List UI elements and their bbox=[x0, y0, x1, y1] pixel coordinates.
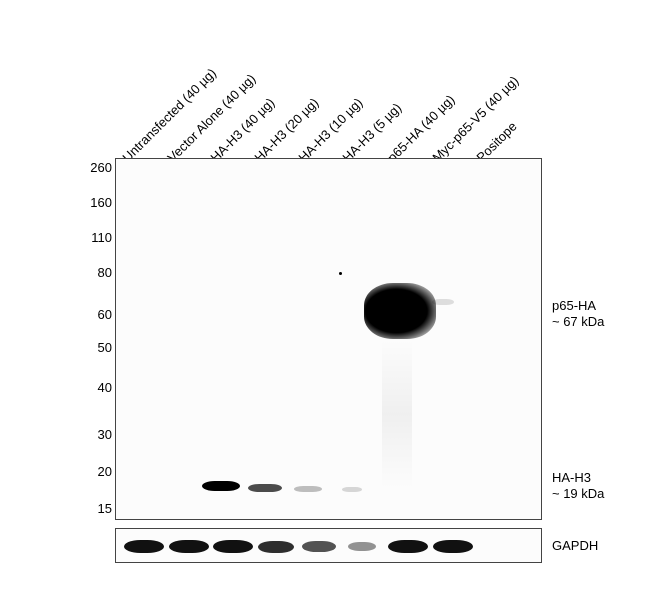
gapdh-band bbox=[169, 540, 209, 553]
right-label-p65-sub: ~ 67 kDa bbox=[552, 314, 604, 329]
mw-marker: 20 bbox=[78, 464, 112, 479]
mw-marker: 30 bbox=[78, 427, 112, 442]
band-myc-p65-v5-faint bbox=[432, 299, 454, 305]
gapdh-band bbox=[213, 540, 253, 553]
gapdh-band bbox=[258, 541, 294, 553]
right-label-gapdh: GAPDH bbox=[552, 538, 598, 554]
gapdh-band bbox=[302, 541, 336, 552]
gapdh-band bbox=[433, 540, 473, 553]
band-ha-h3-10 bbox=[294, 486, 322, 492]
gapdh-band bbox=[124, 540, 164, 553]
mw-marker: 260 bbox=[78, 160, 112, 175]
mw-marker: 110 bbox=[78, 230, 112, 245]
right-label-p65-text: p65-HA bbox=[552, 298, 596, 313]
right-label-p65: p65-HA ~ 67 kDa bbox=[552, 298, 604, 331]
gapdh-band bbox=[348, 542, 376, 551]
gapdh-band bbox=[388, 540, 428, 553]
gapdh-blot bbox=[115, 528, 542, 563]
mw-marker: 80 bbox=[78, 265, 112, 280]
right-label-hah3: HA-H3 ~ 19 kDa bbox=[552, 470, 604, 503]
mw-marker: 60 bbox=[78, 307, 112, 322]
figure-container: Untransfected (40 µg) Vector Alone (40 µ… bbox=[0, 0, 650, 609]
mw-marker: 50 bbox=[78, 340, 112, 355]
right-label-gapdh-text: GAPDH bbox=[552, 538, 598, 553]
main-blot bbox=[115, 158, 542, 520]
mw-marker: 160 bbox=[78, 195, 112, 210]
smear bbox=[382, 339, 412, 489]
band-ha-h3-5 bbox=[342, 487, 362, 492]
mw-marker: 40 bbox=[78, 380, 112, 395]
artifact-speck bbox=[339, 272, 342, 275]
band-ha-h3-40 bbox=[202, 481, 240, 491]
right-label-hah3-sub: ~ 19 kDa bbox=[552, 486, 604, 501]
mw-marker: 15 bbox=[78, 501, 112, 516]
band-ha-h3-20 bbox=[248, 484, 282, 492]
band-p65-ha bbox=[364, 283, 436, 339]
right-label-hah3-text: HA-H3 bbox=[552, 470, 591, 485]
